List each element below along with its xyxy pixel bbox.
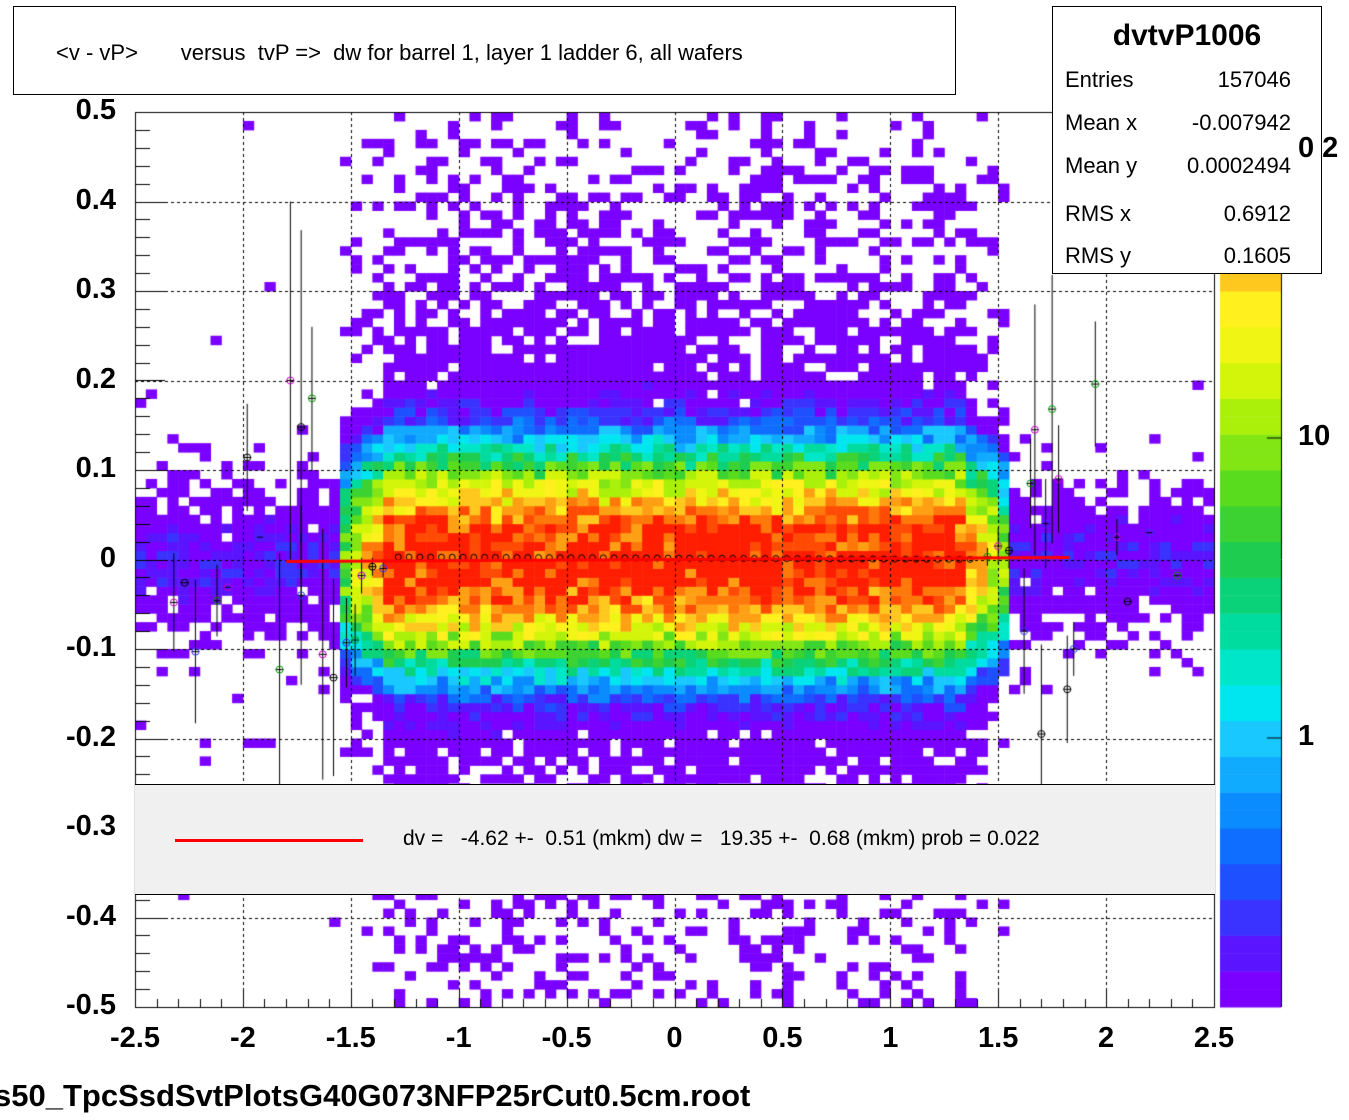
stats-value: 0.0002494 (1187, 153, 1291, 178)
x-tick-label: 2 (1098, 1022, 1115, 1054)
y-tick-label: 0.5 (75, 94, 116, 126)
y-tick-label: 0.2 (75, 362, 116, 395)
y-tick-label: -0.2 (66, 720, 116, 753)
x-tick-label: 1 (882, 1022, 899, 1054)
y-tick-label: 0 (99, 541, 116, 574)
x-tick-label: -0.5 (541, 1022, 592, 1054)
stats-value: 0.1605 (1223, 243, 1291, 268)
stats-value: -0.007942 (1191, 110, 1291, 135)
legend-fit-line (175, 839, 363, 842)
y-tick-label: 0.3 (75, 273, 116, 305)
x-tick-label: -2.5 (110, 1022, 160, 1054)
chart-title-box: <v - vP> versus tvP => dw for barrel 1, … (13, 6, 956, 95)
legend-fit-text: dv = -4.62 +- 0.51 (mkm) dw = 19.35 +- 0… (403, 827, 1040, 850)
x-tick-label: -1 (445, 1022, 472, 1054)
stats-box: dvtvP1006 Entries 157046 Mean x -0.007942 … (1052, 6, 1322, 274)
stats-key: Mean y (1065, 153, 1138, 178)
stats-key: Entries (1065, 67, 1134, 92)
stats-value: 157046 (1217, 67, 1291, 92)
y-tick-label: -0.5 (66, 989, 116, 1021)
stats-key: RMS x (1065, 201, 1131, 226)
x-tick-label: -1.5 (325, 1022, 376, 1054)
z-tick-label: 10 (1298, 420, 1331, 452)
chart-title: <v - vP> versus tvP => dw for barrel 1, … (56, 40, 743, 65)
x-tick-label: 0.5 (762, 1022, 803, 1054)
y-tick-label: -0.4 (66, 899, 116, 932)
stats-key: Mean x (1065, 110, 1138, 135)
fit-legend: dv = -4.62 +- 0.51 (mkm) dw = 19.35 +- 0… (135, 784, 1215, 895)
x-tick-label: 0 (666, 1022, 683, 1054)
z-tick-label: 0 2 (1298, 132, 1339, 164)
footer-filename: s50_TpcSsdSvtPlotsG40G073NFP25rCut0.5cm.… (0, 1078, 751, 1113)
y-tick-label: -0.3 (66, 810, 116, 842)
y-tick-label: 0.4 (75, 183, 116, 216)
x-tick-label: 2.5 (1193, 1022, 1235, 1054)
x-tick-label: 1.5 (978, 1022, 1019, 1054)
stats-key: RMS y (1065, 243, 1131, 268)
y-tick-label: 0.1 (75, 452, 116, 484)
x-tick-label: -2 (229, 1022, 256, 1054)
y-tick-label: -0.1 (66, 631, 116, 663)
histogram-name: dvtvP1006 (1112, 19, 1262, 52)
z-tick-label: 1 (1298, 720, 1315, 752)
stats-value: 0.6912 (1223, 201, 1291, 226)
